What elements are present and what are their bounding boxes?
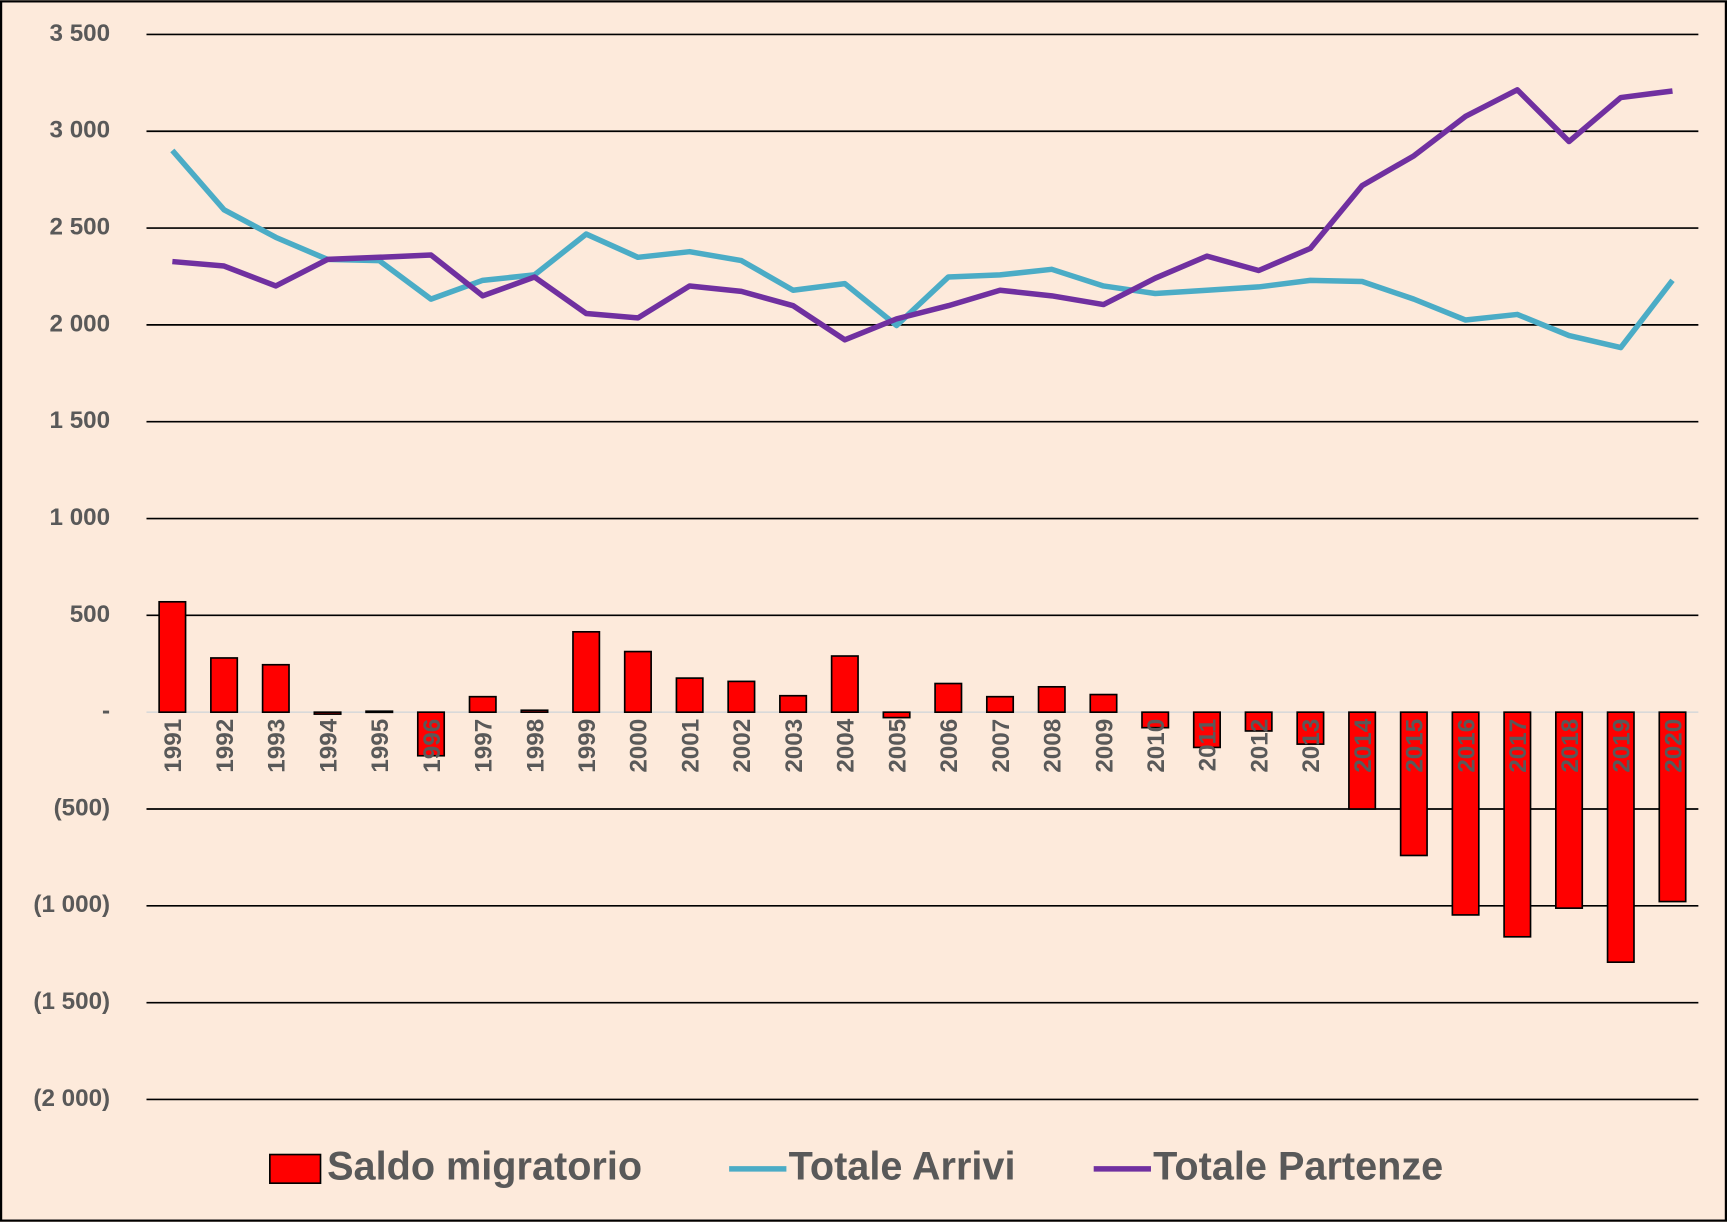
- bar: [1606, 711, 1635, 964]
- bar: [1503, 711, 1532, 938]
- x-tick-label: 2013: [1298, 719, 1325, 773]
- x-tick-label: 1998: [522, 719, 549, 773]
- y-tick-label: 1 500: [50, 407, 111, 434]
- y-tick-label: (2 000): [33, 1085, 110, 1112]
- y-tick-label: 3 500: [50, 20, 111, 47]
- y-tick-label: 2 500: [50, 213, 111, 240]
- bar: [779, 694, 808, 714]
- x-tick-label: 1991: [160, 719, 187, 773]
- x-tick-label: 2019: [1609, 719, 1636, 773]
- x-tick-label: 2001: [677, 719, 704, 773]
- y-tick-label: 1 000: [50, 504, 111, 531]
- bar: [313, 711, 342, 715]
- x-tick-label: 2010: [1143, 719, 1170, 773]
- y-tick-label: (1 500): [33, 988, 110, 1015]
- bar: [934, 682, 963, 714]
- bar: [727, 680, 756, 714]
- bar: [985, 695, 1015, 714]
- legend-label: Saldo migratorio: [327, 1144, 642, 1188]
- x-tick-label: 2007: [988, 719, 1015, 773]
- x-tick-label: 2020: [1660, 719, 1687, 773]
- x-tick-label: 2016: [1453, 719, 1480, 773]
- x-tick-label: 2005: [884, 719, 911, 773]
- x-tick-label: 1997: [471, 719, 498, 773]
- x-tick-label: 2002: [729, 719, 756, 773]
- x-tick-label: 1995: [367, 719, 394, 773]
- x-tick-label: 2017: [1505, 719, 1532, 773]
- bar: [882, 711, 911, 719]
- x-tick-label: 2014: [1350, 718, 1377, 772]
- x-tick-label: 2000: [626, 719, 653, 773]
- x-tick-label: 2009: [1091, 719, 1118, 773]
- x-tick-label: 2006: [936, 719, 963, 773]
- legend-label: Totale Arrivi: [789, 1144, 1016, 1188]
- line: [172, 87, 1673, 343]
- x-tick-label: 2003: [781, 719, 808, 773]
- bar: [1451, 711, 1480, 916]
- bar: [1399, 711, 1428, 857]
- x-tick-label: 2008: [1040, 719, 1067, 773]
- bar: [365, 710, 394, 714]
- x-tick-label: 2004: [833, 718, 860, 772]
- bar: [416, 711, 446, 757]
- x-tick-label: 1996: [419, 719, 446, 773]
- bar: [1141, 711, 1170, 729]
- bar: [572, 630, 601, 714]
- bar: [1296, 711, 1325, 745]
- bar: [830, 655, 859, 714]
- bar: [623, 650, 652, 714]
- y-tick-label: (1 000): [33, 891, 110, 918]
- x-tick-label: 2011: [1195, 719, 1222, 772]
- legend-swatch: [269, 1153, 322, 1185]
- bar: [468, 695, 497, 714]
- bar: [158, 600, 187, 714]
- bar: [1089, 693, 1118, 714]
- x-tick-label: 2015: [1402, 719, 1429, 773]
- y-tick-label: 500: [70, 601, 110, 628]
- line: [170, 148, 1675, 351]
- x-tick-label: 2012: [1246, 719, 1273, 773]
- x-tick-label: 1993: [264, 719, 291, 773]
- x-tick-label: 2018: [1557, 719, 1584, 773]
- bar: [1037, 685, 1066, 714]
- y-tick-label: 3 000: [50, 117, 111, 144]
- y-tick-label: (500): [54, 794, 111, 821]
- bar: [675, 677, 704, 714]
- bar: [1192, 711, 1221, 749]
- bar: [261, 663, 290, 714]
- y-tick-label: 2 000: [50, 310, 111, 337]
- bar: [1658, 711, 1687, 903]
- bar: [1244, 711, 1273, 732]
- bar: [210, 657, 239, 714]
- x-tick-label: 1992: [212, 719, 239, 773]
- bar: [1554, 711, 1584, 909]
- y-tick-label: -: [102, 698, 110, 725]
- bar: [1348, 711, 1377, 810]
- x-tick-label: 1994: [315, 718, 342, 772]
- x-tick-label: 1999: [574, 719, 601, 773]
- legend-label: Totale Partenze: [1153, 1144, 1443, 1188]
- bar: [520, 709, 549, 714]
